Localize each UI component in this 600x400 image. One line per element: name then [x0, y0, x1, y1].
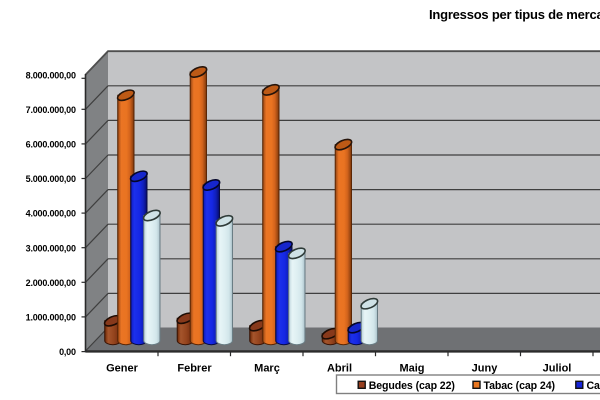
svg-text:Juny: Juny: [472, 363, 499, 375]
svg-text:Juliol: Juliol: [543, 363, 572, 375]
svg-text:4.000.000,00: 4.000.000,00: [26, 209, 76, 219]
svg-text:8.000.000,00: 8.000.000,00: [26, 70, 76, 80]
svg-text:Ingressos per tipus de mercade: Ingressos per tipus de mercaderies: [429, 7, 600, 22]
svg-text:Abril: Abril: [327, 363, 352, 375]
svg-text:Tabac (cap 24): Tabac (cap 24): [484, 380, 555, 392]
svg-text:0,00: 0,00: [59, 347, 76, 357]
svg-text:2.000.000,00: 2.000.000,00: [26, 278, 76, 288]
svg-text:Gener: Gener: [106, 363, 139, 375]
svg-text:Begudes (cap 22): Begudes (cap 22): [369, 380, 455, 392]
svg-text:Carburants (cap 27): Carburants (cap 27): [587, 380, 600, 392]
svg-text:5.000.000,00: 5.000.000,00: [26, 174, 76, 184]
svg-text:Maig: Maig: [399, 363, 424, 375]
svg-text:Febrer: Febrer: [177, 363, 212, 375]
svg-text:1.000.000,00: 1.000.000,00: [26, 313, 76, 323]
svg-text:Març: Març: [254, 363, 280, 375]
svg-text:6.000.000,00: 6.000.000,00: [26, 140, 76, 150]
svg-text:7.000.000,00: 7.000.000,00: [26, 105, 76, 115]
svg-text:3.000.000,00: 3.000.000,00: [26, 243, 76, 253]
